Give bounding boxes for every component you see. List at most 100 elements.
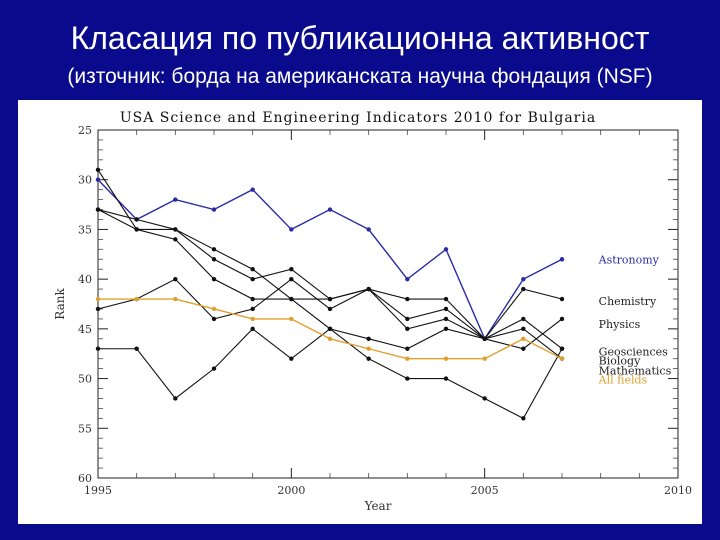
data-point-geosciences — [250, 306, 255, 312]
y-tick-label: 45 — [78, 323, 92, 336]
data-point-astronomy — [559, 257, 565, 262]
data-point-astronomy — [289, 227, 294, 232]
y-tick-label: 30 — [78, 174, 92, 187]
data-point-biology — [405, 346, 410, 351]
data-point-biology — [211, 276, 217, 282]
data-point-physics — [134, 217, 139, 222]
data-point-astronomy — [405, 276, 410, 282]
data-point-all-fields — [327, 336, 333, 341]
data-point-astronomy — [443, 247, 449, 252]
data-point-geosciences — [366, 286, 371, 292]
slide-title: Класация по публикационна активност — [70, 20, 650, 56]
legend-label-chemistry: Chemistry — [599, 295, 657, 308]
data-point-all-fields — [173, 296, 178, 302]
data-point-mathematics — [289, 356, 294, 361]
data-point-mathematics — [366, 356, 371, 361]
data-point-all-fields — [211, 306, 217, 312]
legend-label-physics: Physics — [599, 318, 641, 331]
data-point-biology — [366, 336, 371, 341]
series-line-biology — [97, 209, 563, 360]
data-point-mathematics — [134, 346, 139, 351]
data-point-all-fields — [289, 316, 294, 322]
slide-subtitle: (източник: борда на американската научна… — [67, 65, 653, 88]
data-point-geosciences — [405, 326, 410, 332]
x-tick-label: 2000 — [277, 484, 305, 497]
data-point-physics — [327, 296, 333, 302]
plot-border — [97, 129, 679, 479]
series-line-chemistry — [97, 169, 563, 340]
legend-label-astronomy: Astronomy — [598, 253, 660, 266]
data-point-all-fields — [482, 356, 487, 361]
data-point-all-fields — [366, 346, 371, 351]
data-point-all-fields — [250, 316, 255, 322]
data-point-astronomy — [366, 227, 371, 232]
data-point-biology — [250, 296, 255, 302]
y-tick-label: 50 — [78, 373, 92, 386]
data-point-astronomy — [250, 187, 255, 192]
y-tick-label: 35 — [78, 223, 92, 236]
data-point-astronomy — [211, 207, 217, 212]
data-point-physics — [521, 316, 526, 322]
data-point-physics — [173, 227, 178, 232]
series-line-astronomy — [97, 179, 563, 341]
data-point-mathematics — [521, 416, 526, 421]
y-tick-label: 25 — [78, 124, 92, 137]
series-line-mathematics — [98, 328, 563, 420]
x-tick-label: 1995 — [84, 484, 112, 497]
x-tick-label: 2005 — [471, 484, 499, 497]
legend-label-biology: Biology — [599, 355, 641, 368]
data-point-mathematics — [559, 346, 565, 351]
data-point-chemistry — [289, 267, 294, 272]
data-point-mathematics — [405, 376, 410, 381]
data-point-biology — [134, 227, 139, 232]
y-tick-label: 55 — [78, 422, 92, 435]
legend-label-geosciences: Geosciences — [599, 346, 669, 359]
data-point-astronomy — [327, 207, 333, 212]
x-axis-label: Year — [364, 499, 392, 513]
data-point-geosciences — [289, 276, 294, 282]
data-point-biology — [289, 296, 294, 302]
data-point-mathematics — [327, 326, 333, 332]
data-point-geosciences — [95, 306, 101, 312]
data-point-all-fields — [405, 356, 410, 361]
data-point-mathematics — [482, 396, 487, 401]
data-point-mathematics — [443, 376, 449, 381]
legend-label-mathematics: Mathematics — [599, 365, 672, 378]
data-point-chemistry — [521, 286, 526, 292]
data-point-all-fields — [521, 336, 526, 341]
data-point-mathematics — [250, 326, 255, 332]
data-point-all-fields — [95, 296, 101, 302]
data-point-mathematics — [95, 346, 101, 351]
data-point-mathematics — [173, 396, 178, 401]
data-point-biology — [95, 207, 101, 212]
chart-title: USA Science and Engineering Indicators 2… — [120, 110, 596, 126]
data-point-chemistry — [95, 167, 101, 172]
data-point-astronomy — [521, 276, 526, 282]
data-point-biology — [482, 336, 487, 341]
y-axis-label: Rank — [53, 288, 67, 320]
x-tick-label: 2010 — [664, 484, 692, 497]
legend-label-all-fields: All fields — [598, 374, 648, 387]
data-point-geosciences — [443, 316, 449, 322]
data-point-chemistry — [405, 296, 410, 302]
chart-frame: USA Science and Engineering Indicators 2… — [18, 100, 702, 524]
data-point-chemistry — [250, 276, 255, 282]
data-point-geosciences — [211, 316, 217, 322]
data-point-chemistry — [211, 257, 217, 262]
data-point-geosciences — [327, 306, 333, 312]
line-chart: USA Science and Engineering Indicators 2… — [53, 110, 692, 513]
data-point-physics — [211, 247, 217, 252]
data-point-all-fields — [559, 356, 565, 361]
data-point-geosciences — [173, 276, 178, 282]
data-point-physics — [405, 316, 410, 322]
data-point-geosciences — [559, 316, 565, 322]
y-tick-label: 40 — [78, 273, 92, 286]
data-point-all-fields — [443, 356, 449, 361]
y-tick-label: 60 — [78, 472, 92, 485]
data-point-astronomy — [95, 177, 101, 182]
data-point-geosciences — [521, 346, 526, 351]
data-point-all-fields — [134, 296, 139, 302]
data-point-biology — [443, 326, 449, 332]
data-point-chemistry — [443, 296, 449, 302]
data-point-mathematics — [211, 366, 217, 371]
